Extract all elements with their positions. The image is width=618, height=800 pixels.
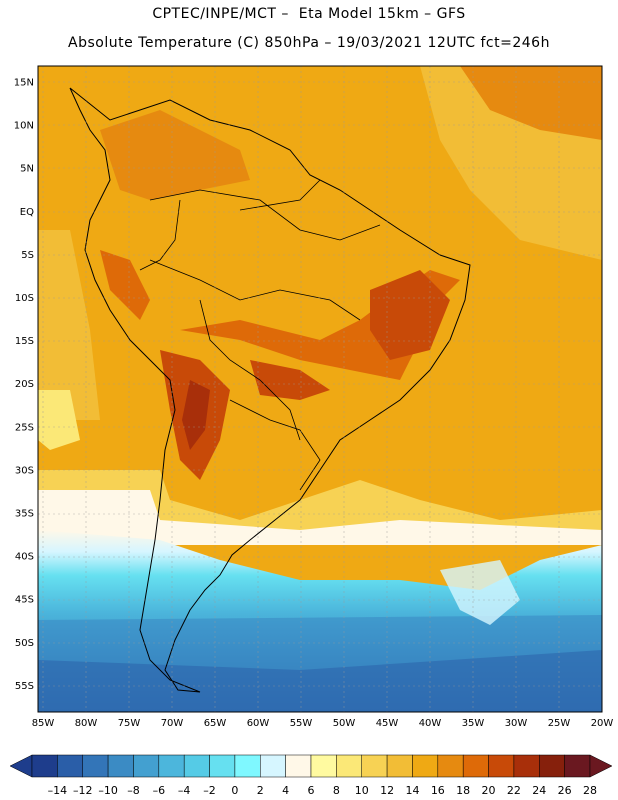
colorbar-label: –6 bbox=[153, 784, 166, 797]
colorbar-swatch bbox=[183, 754, 210, 778]
colorbar-label: 16 bbox=[431, 784, 445, 797]
latitude-label: 40S bbox=[15, 552, 34, 563]
colorbar-swatch bbox=[336, 754, 362, 778]
colorbar-swatch bbox=[260, 754, 286, 778]
colorbar-label: –12 bbox=[73, 784, 93, 797]
colorbar-swatch bbox=[539, 754, 565, 778]
latitude-label: 15S bbox=[15, 336, 34, 347]
longitude-label: 50W bbox=[333, 718, 356, 729]
longitude-label: 70W bbox=[161, 718, 184, 729]
colorbar-label: 28 bbox=[583, 784, 597, 797]
map-subtitle: Absolute Temperature (C) 850hPa – 19/03/… bbox=[68, 35, 550, 51]
colorbar-label: 22 bbox=[507, 784, 521, 797]
longitude-label: 30W bbox=[505, 718, 528, 729]
colorbar-swatch bbox=[107, 754, 134, 778]
longitude-label: 65W bbox=[204, 718, 227, 729]
map-title: CPTEC/INPE/MCT – Eta Model 15km – GFS bbox=[152, 6, 466, 22]
longitude-label: 85W bbox=[32, 718, 55, 729]
colorbar-swatch bbox=[310, 754, 337, 778]
colorbar-label: 12 bbox=[380, 784, 394, 797]
colorbar-swatch bbox=[386, 754, 413, 778]
latitude-label: 10N bbox=[14, 121, 34, 132]
colorbar-swatch bbox=[57, 754, 83, 778]
colorbar-label: 26 bbox=[558, 784, 572, 797]
colorbar-swatch bbox=[462, 754, 489, 778]
colorbar-swatch bbox=[361, 754, 388, 778]
longitude-label: 75W bbox=[118, 718, 141, 729]
colorbar-arrow-right bbox=[589, 754, 613, 778]
colorbar-label: –8 bbox=[127, 784, 140, 797]
colorbar: –14 –12 –10 –8 –6 –4 –2 0 2 4 6 8 10 12 14 16 18 20 22 24 26… bbox=[9, 754, 613, 797]
latitude-label: 5N bbox=[20, 164, 34, 175]
colorbar-swatch bbox=[412, 754, 439, 778]
colorbar-label: 0 bbox=[231, 784, 238, 797]
colorbar-label: 10 bbox=[355, 784, 369, 797]
colorbar-label: 2 bbox=[257, 784, 264, 797]
colorbar-label: –4 bbox=[178, 784, 191, 797]
latitude-label: 5S bbox=[21, 250, 34, 261]
colorbar-label: 14 bbox=[405, 784, 419, 797]
temperature-field bbox=[38, 66, 602, 712]
colorbar-arrow-left bbox=[9, 754, 33, 778]
colorbar-swatch bbox=[158, 754, 185, 778]
longitude-label: 20W bbox=[591, 718, 614, 729]
longitude-label: 35W bbox=[462, 718, 485, 729]
latitude-label: 55S bbox=[15, 681, 34, 692]
longitude-label: 60W bbox=[247, 718, 270, 729]
colorbar-label: 4 bbox=[282, 784, 289, 797]
colorbar-swatch bbox=[437, 754, 464, 778]
colorbar-swatch bbox=[234, 754, 261, 778]
latitude-labels: 15N 10N 5N EQ 5S 10S 15S 20S 25S 30S 35S 40S 45S 50S 5… bbox=[14, 78, 34, 692]
colorbar-label: 20 bbox=[482, 784, 496, 797]
latitude-label: 35S bbox=[15, 509, 34, 520]
latitude-label: 50S bbox=[15, 638, 34, 649]
colorbar-label: –2 bbox=[203, 784, 216, 797]
colorbar-label: –14 bbox=[48, 784, 68, 797]
colorbar-label: 24 bbox=[532, 784, 546, 797]
latitude-label: 45S bbox=[15, 595, 34, 606]
longitude-label: 55W bbox=[290, 718, 313, 729]
colorbar-label: –10 bbox=[98, 784, 118, 797]
colorbar-swatch bbox=[133, 754, 160, 778]
latitude-label: 20S bbox=[15, 379, 34, 390]
colorbar-swatch bbox=[31, 754, 58, 778]
colorbar-swatch bbox=[564, 754, 591, 778]
map-frame bbox=[37, 65, 603, 713]
colorbar-swatch bbox=[513, 754, 540, 778]
colorbar-swatch bbox=[82, 754, 109, 778]
colorbar-swatch bbox=[488, 754, 515, 778]
colorbar-swatch bbox=[209, 754, 236, 778]
longitude-label: 40W bbox=[419, 718, 442, 729]
longitude-label: 25W bbox=[548, 718, 571, 729]
longitude-label: 80W bbox=[75, 718, 98, 729]
colorbar-swatch bbox=[285, 754, 312, 778]
colorbar-label: 6 bbox=[308, 784, 315, 797]
latitude-label: 15N bbox=[14, 78, 34, 89]
latitude-label: 25S bbox=[15, 422, 34, 433]
continent-outline bbox=[69, 87, 471, 693]
latitude-label: EQ bbox=[20, 207, 34, 218]
colorbar-label: 18 bbox=[456, 784, 470, 797]
latitude-label: 30S bbox=[15, 465, 34, 476]
longitude-label: 45W bbox=[376, 718, 399, 729]
colorbar-label: 8 bbox=[333, 784, 340, 797]
latitude-label: 10S bbox=[15, 293, 34, 304]
longitude-labels: 85W 80W 75W 70W 65W 60W 55W 50W 45W 40W 35W 30W 25W 2… bbox=[32, 718, 614, 729]
